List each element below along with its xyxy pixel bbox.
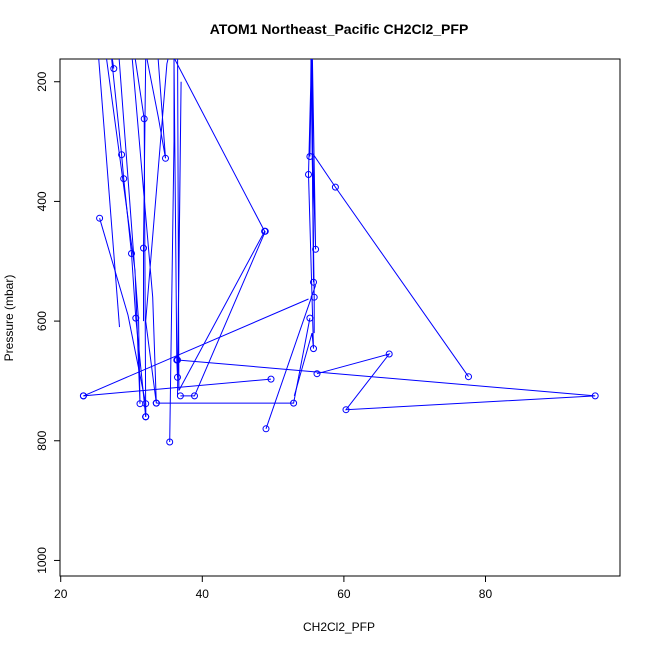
data-point [310,278,317,286]
series-line [99,218,147,417]
data-point [140,244,147,252]
series-layer [83,59,596,443]
data-point [162,154,169,162]
series-line [265,285,317,429]
y-tick-label: 1000 [35,547,49,574]
data-point [128,250,135,257]
series-line [83,298,309,397]
data-point [313,370,321,378]
data-point [312,245,320,253]
data-point [176,392,184,400]
data-point [191,392,198,400]
data-point [261,227,269,235]
series-line [156,318,311,404]
series-line [177,353,596,411]
data-point [267,375,275,383]
data-point [385,350,393,358]
x-tick-label: 60 [337,587,351,601]
data-point [118,151,126,159]
data-point [142,400,150,408]
data-point [174,373,181,381]
data-point [310,345,317,353]
x-tick-label: 20 [54,587,68,601]
x-axis: 20 40 60 80 [54,575,493,601]
series-line [98,59,120,328]
data-point [120,175,128,183]
data-point [305,171,312,178]
data-point [110,65,118,73]
y-tick-label: 400 [35,191,49,211]
series-line [180,231,266,397]
series-line [106,59,141,404]
marker-layer [79,65,599,446]
data-point [174,356,181,364]
data-point [331,183,339,191]
data-point [152,399,160,407]
series-line [169,59,266,443]
data-point [142,413,150,421]
chart-title: ATOM1 Northeast_Pacific CH2Cl2_PFP [210,21,469,37]
x-tick-label: 80 [479,587,493,601]
data-point [290,399,298,407]
data-point [310,293,318,301]
series-line [131,59,169,404]
data-point [306,153,314,160]
x-tick-label: 40 [196,587,210,601]
y-tick-label: 800 [35,430,49,450]
data-point [342,406,350,414]
series-line [146,59,166,159]
series-line [111,59,147,417]
series-line [293,59,469,397]
data-point [132,314,140,322]
data-point [140,115,148,123]
data-point [465,373,472,381]
data-point [262,425,270,433]
y-axis-label: Pressure (mbar) [2,275,16,362]
data-point [166,438,174,446]
y-axis: 200 400 600 800 1000 [35,71,61,574]
y-tick-label: 600 [35,311,49,331]
y-tick-label: 200 [35,71,49,91]
data-point [591,392,599,400]
data-point [306,314,314,322]
data-point [96,214,104,222]
data-point [79,392,87,400]
series-line [310,59,315,334]
x-axis-label: CH2Cl2_PFP [303,620,375,634]
series-line [83,378,272,397]
